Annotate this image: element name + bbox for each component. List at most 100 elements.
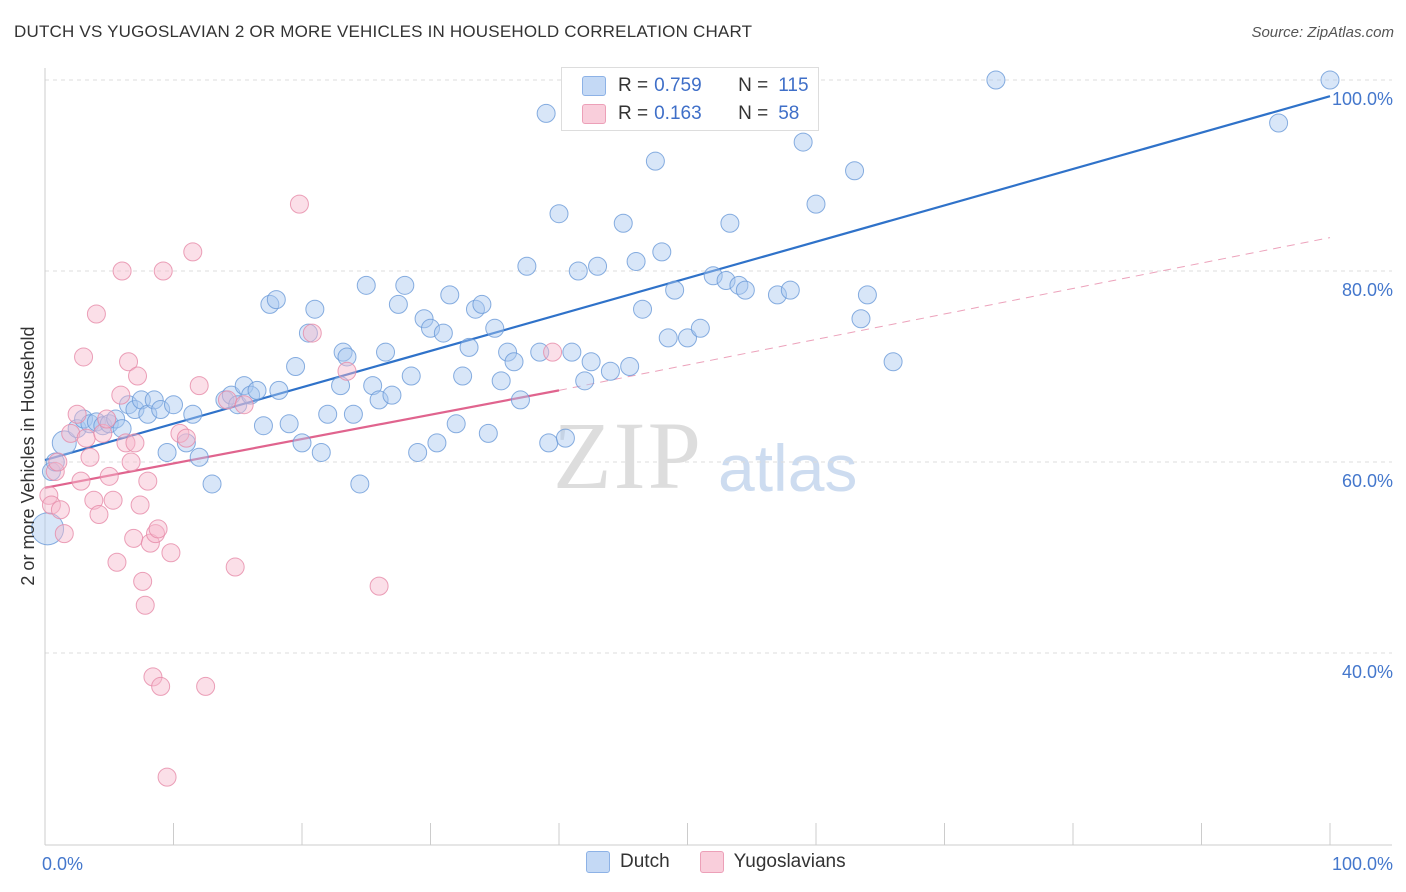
source-label: Source: ZipAtlas.com bbox=[1251, 24, 1394, 41]
point-yugoslavians bbox=[86, 304, 106, 324]
point-yugoslavians bbox=[183, 242, 203, 262]
point-yugoslavians bbox=[369, 576, 389, 596]
point-dutch bbox=[292, 433, 312, 453]
point-dutch bbox=[665, 280, 685, 300]
point-dutch bbox=[645, 151, 665, 171]
legend-n-label: N = bbox=[738, 103, 769, 124]
point-yugoslavians bbox=[176, 428, 196, 448]
point-dutch bbox=[421, 318, 440, 338]
point-dutch bbox=[536, 103, 556, 123]
point-dutch bbox=[440, 285, 460, 305]
point-dutch bbox=[857, 285, 877, 305]
watermark-atlas: atlas bbox=[718, 431, 858, 505]
legend-swatch-dutch bbox=[582, 76, 606, 96]
point-dutch bbox=[491, 371, 511, 391]
legend-r-value: 0.759 bbox=[654, 75, 702, 96]
point-dutch bbox=[401, 366, 421, 386]
point-dutch bbox=[716, 271, 736, 291]
series-legend-yugoslavians[interactable]: Yugoslavians bbox=[699, 851, 846, 873]
point-dutch bbox=[806, 194, 826, 214]
point-yugoslavians bbox=[337, 361, 357, 381]
series-swatch-dutch bbox=[586, 851, 610, 873]
point-dutch bbox=[883, 352, 903, 372]
point-dutch bbox=[690, 318, 710, 338]
point-yugoslavians bbox=[74, 347, 94, 367]
point-dutch bbox=[626, 251, 646, 271]
point-yugoslavians bbox=[302, 323, 322, 343]
x-tick-label: 0.0% bbox=[42, 854, 83, 874]
point-dutch bbox=[568, 261, 588, 281]
point-yugoslavians bbox=[133, 571, 153, 591]
point-yugoslavians bbox=[124, 528, 144, 548]
point-dutch bbox=[678, 328, 697, 348]
point-yugoslavians bbox=[121, 452, 141, 472]
legend-r-label: R = bbox=[618, 75, 649, 96]
point-dutch bbox=[485, 318, 505, 338]
y-tick-label: 100.0% bbox=[1332, 89, 1393, 109]
point-dutch bbox=[433, 323, 453, 343]
point-yugoslavians bbox=[225, 557, 245, 577]
x-tick-label: 100.0% bbox=[1332, 854, 1393, 874]
point-dutch bbox=[112, 419, 132, 439]
point-dutch bbox=[125, 399, 145, 419]
point-yugoslavians bbox=[543, 342, 563, 362]
point-dutch bbox=[720, 213, 740, 233]
point-dutch bbox=[247, 380, 267, 400]
point-yugoslavians bbox=[84, 490, 104, 510]
legend-n-value: 58 bbox=[778, 103, 800, 124]
point-yugoslavians bbox=[125, 433, 145, 453]
point-dutch bbox=[575, 371, 595, 391]
legend-swatch-yugoslavians bbox=[582, 104, 606, 124]
point-dutch bbox=[228, 395, 248, 415]
point-yugoslavians bbox=[71, 471, 91, 491]
point-dutch bbox=[318, 404, 338, 424]
point-yugoslavians bbox=[130, 495, 150, 515]
point-dutch bbox=[311, 442, 331, 462]
legend-row-dutch: R = 0.759 N = 115 bbox=[582, 73, 809, 99]
legend-r-value: 0.163 bbox=[654, 103, 702, 124]
point-yugoslavians bbox=[97, 409, 117, 429]
y-tick-label: 80.0% bbox=[1342, 280, 1393, 300]
point-dutch bbox=[498, 342, 518, 362]
point-dutch bbox=[562, 342, 582, 362]
point-yugoslavians bbox=[103, 490, 123, 510]
series-label-yugoslavians: Yugoslavians bbox=[733, 851, 846, 872]
point-dutch bbox=[504, 352, 524, 372]
point-dutch bbox=[363, 376, 383, 396]
legend-n-label: N = bbox=[738, 75, 769, 96]
point-dutch bbox=[851, 309, 871, 329]
point-dutch bbox=[793, 132, 813, 152]
point-dutch bbox=[382, 385, 402, 405]
y-tick-label: 60.0% bbox=[1342, 471, 1393, 491]
point-dutch bbox=[343, 404, 363, 424]
point-dutch bbox=[767, 285, 787, 305]
point-dutch bbox=[269, 380, 289, 400]
point-yugoslavians bbox=[151, 676, 171, 696]
point-dutch bbox=[286, 357, 306, 376]
series-legend: Dutch Yugoslavians bbox=[586, 851, 876, 873]
point-dutch bbox=[144, 390, 164, 410]
point-dutch bbox=[408, 442, 428, 462]
point-dutch bbox=[845, 161, 865, 181]
point-dutch bbox=[395, 275, 415, 295]
point-dutch bbox=[478, 423, 498, 443]
y-tick-label: 40.0% bbox=[1342, 662, 1393, 682]
point-dutch bbox=[388, 294, 408, 314]
point-dutch bbox=[202, 474, 222, 494]
point-yugoslavians bbox=[76, 428, 96, 448]
trend-line-yugoslavians bbox=[44, 389, 560, 489]
point-dutch bbox=[369, 390, 389, 410]
point-dutch bbox=[555, 428, 575, 448]
series-legend-dutch[interactable]: Dutch bbox=[586, 851, 670, 873]
data-points bbox=[31, 70, 1340, 787]
point-dutch bbox=[459, 337, 479, 357]
point-dutch bbox=[376, 342, 396, 362]
point-dutch bbox=[51, 430, 77, 456]
axis-labels: 40.0% 60.0% 80.0% 100.0% 0.0% 100.0% 2 or more… bbox=[18, 89, 1393, 874]
point-dutch bbox=[620, 357, 640, 376]
point-dutch bbox=[652, 242, 672, 262]
point-dutch bbox=[588, 256, 608, 276]
watermark-zip: ZIP bbox=[553, 402, 703, 509]
legend-n-value: 115 bbox=[778, 75, 809, 96]
axes bbox=[44, 68, 1392, 846]
